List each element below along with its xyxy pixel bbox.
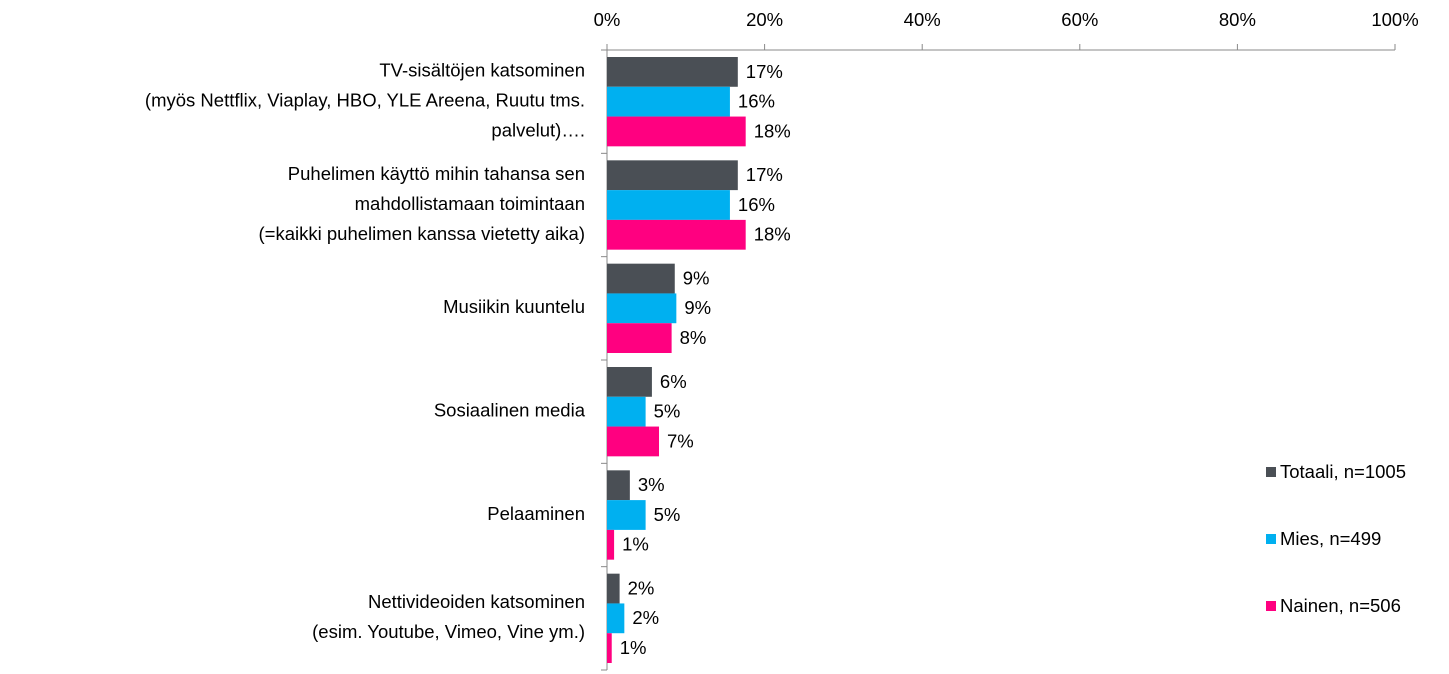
- legend-label: Totaali, n=1005: [1280, 461, 1406, 482]
- y-tick-label: palvelut)….: [491, 120, 585, 141]
- x-tick-label: 60%: [1061, 9, 1098, 30]
- legend-label: Nainen, n=506: [1280, 595, 1401, 616]
- legend-swatch: [1266, 534, 1276, 544]
- data-label: 16%: [738, 91, 775, 112]
- x-tick-label: 40%: [904, 9, 941, 30]
- data-label: 17%: [746, 61, 783, 82]
- x-tick-label: 0%: [594, 9, 621, 30]
- y-tick-label: Puhelimen käyttö mihin tahansa sen: [288, 163, 585, 184]
- y-tick-label: (=kaikki puhelimen kanssa vietetty aika): [259, 223, 585, 244]
- bar: [607, 293, 677, 324]
- bar: [607, 367, 652, 397]
- y-tick-label: Nettivideoiden katsominen: [368, 591, 585, 612]
- legend-swatch: [1266, 467, 1276, 477]
- y-tick-label: (myös Nettflix, Viaplay, HBO, YLE Areena…: [145, 90, 585, 111]
- bar: [607, 160, 738, 191]
- y-tick-label: Sosiaalinen media: [434, 400, 586, 421]
- y-tick-label: TV-sisältöjen katsominen: [379, 60, 585, 81]
- data-label: 8%: [680, 327, 707, 348]
- bar: [607, 263, 675, 294]
- bar: [607, 323, 672, 353]
- bar: [607, 396, 646, 427]
- bar: [607, 500, 646, 530]
- bar: [607, 633, 612, 663]
- y-tick-label: Pelaaminen: [487, 503, 585, 524]
- bar: [607, 426, 660, 457]
- data-label: 2%: [632, 607, 659, 628]
- data-label: 1%: [622, 534, 649, 555]
- bar: [607, 86, 730, 117]
- bar: [607, 116, 746, 147]
- bar: [607, 190, 730, 220]
- data-label: 9%: [683, 267, 710, 288]
- y-tick-label: mahdollistamaan toimintaan: [355, 193, 585, 214]
- bar: [607, 219, 746, 250]
- x-tick-label: 20%: [746, 9, 783, 30]
- legend-label: Mies, n=499: [1280, 528, 1381, 549]
- data-label: 9%: [684, 297, 711, 318]
- data-label: 6%: [660, 371, 687, 392]
- data-label: 5%: [654, 401, 681, 422]
- bar: [607, 470, 630, 501]
- y-tick-label: Musiikin kuuntelu: [443, 296, 585, 317]
- data-label: 17%: [746, 164, 783, 185]
- data-label: 16%: [738, 194, 775, 215]
- data-label: 5%: [654, 504, 681, 525]
- y-tick-label: (esim. Youtube, Vimeo, Vine ym.): [312, 621, 585, 642]
- bar: [607, 603, 625, 634]
- data-label: 18%: [754, 120, 791, 141]
- data-label: 18%: [754, 224, 791, 245]
- data-label: 2%: [628, 577, 655, 598]
- legend-swatch: [1266, 601, 1276, 611]
- bar: [607, 529, 615, 560]
- data-label: 7%: [667, 430, 694, 451]
- x-tick-label: 100%: [1371, 9, 1418, 30]
- data-label: 1%: [620, 637, 647, 658]
- x-tick-label: 80%: [1219, 9, 1256, 30]
- data-label: 3%: [638, 474, 665, 495]
- bar: [607, 573, 620, 604]
- bar: [607, 57, 738, 87]
